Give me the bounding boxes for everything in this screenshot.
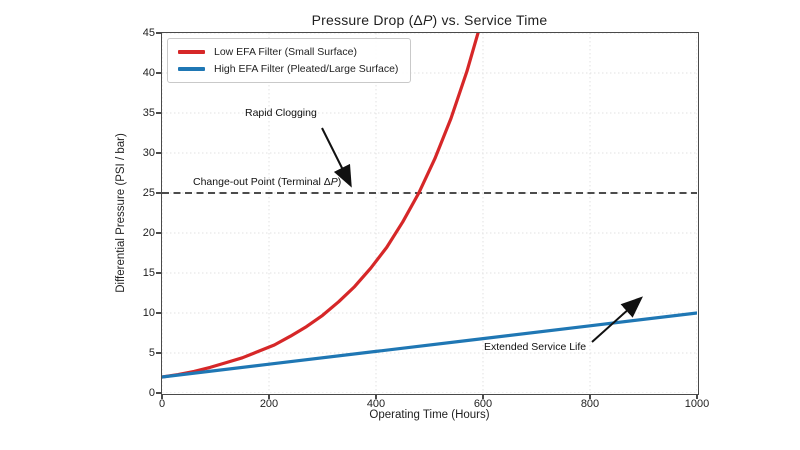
x-tick-mark [696, 394, 698, 399]
y-tick-mark [156, 152, 161, 154]
changeout-text: Change-out Point (Terminal Δ [193, 176, 331, 188]
x-tick-mark [589, 394, 591, 399]
y-tick-label: 40 [142, 66, 155, 79]
y-tick-label: 0 [148, 386, 155, 399]
y-tick-label: 35 [142, 106, 155, 119]
extended-service-annotation: Extended Service Life [484, 341, 587, 353]
high-efa-line-swatch [178, 67, 205, 71]
legend-label-high-efa: High EFA Filter (Pleated/Large Surface) [214, 63, 399, 75]
x-tick-label: 200 [259, 398, 279, 410]
plot-area-border [160, 31, 699, 395]
y-tick-mark [156, 272, 161, 274]
y-tick-label: 5 [148, 346, 155, 359]
rapid-clogging-arrow [321, 127, 352, 188]
chart-title-text: Pressure Drop (Δ [311, 12, 423, 28]
changeout-point-annotation: Change-out Point (Terminal ΔP) [193, 176, 341, 188]
chart-title: Pressure Drop (ΔP) vs. Service Time [162, 12, 697, 28]
x-tick-label: 400 [366, 398, 386, 410]
changeout-math-p: P [330, 176, 338, 188]
x-axis-label: Operating Time (Hours) [369, 409, 490, 421]
annotation-arrows [321, 127, 643, 343]
legend-item-high-efa: High EFA Filter (Pleated/Large Surface) [178, 63, 398, 75]
x-tick-mark [482, 394, 484, 399]
x-tick-label: 1000 [684, 398, 710, 410]
plot-canvas [162, 33, 697, 393]
legend-label-low-efa: Low EFA Filter (Small Surface) [214, 46, 357, 58]
rapid-clogging-annotation: Rapid Clogging [245, 107, 317, 119]
y-tick-label: 30 [142, 146, 155, 159]
chart-title-math-p: P [422, 12, 433, 28]
chart-title-suffix: ) vs. Service Time [432, 12, 548, 28]
changeout-paren: ) [337, 176, 342, 188]
y-tick-label: 25 [142, 186, 155, 199]
y-tick-label: 15 [142, 266, 155, 279]
y-tick-mark [156, 192, 161, 194]
y-tick-mark [156, 72, 161, 74]
low-efa-line-swatch [178, 50, 205, 54]
y-tick-label: 10 [142, 306, 155, 319]
y-tick-label: 45 [142, 26, 155, 39]
y-tick-mark [156, 232, 161, 234]
y-tick-mark [156, 32, 161, 34]
x-tick-mark [268, 394, 270, 399]
extended-service-arrow [591, 296, 643, 343]
x-tick-mark [161, 394, 163, 399]
x-tick-label: 600 [473, 398, 493, 410]
legend-item-low-efa: Low EFA Filter (Small Surface) [178, 46, 398, 58]
x-tick-label: 800 [580, 398, 600, 410]
y-tick-mark [156, 352, 161, 354]
x-tick-label: 0 [158, 398, 166, 410]
low-efa-curve [162, 33, 480, 379]
y-tick-mark [156, 392, 161, 394]
y-tick-mark [156, 112, 161, 114]
x-tick-mark [375, 394, 377, 399]
y-tick-label: 20 [142, 226, 155, 239]
high-efa-curve [162, 311, 697, 379]
legend: Low EFA Filter (Small Surface) High EFA … [167, 38, 412, 83]
y-tick-mark [156, 312, 161, 314]
